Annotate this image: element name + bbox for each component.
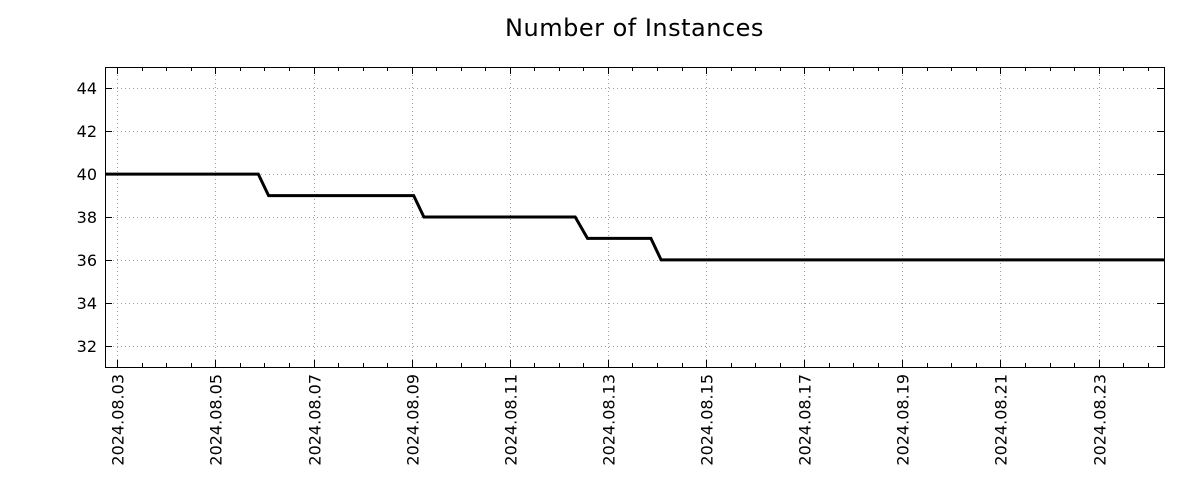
y-axis-labels: 32 34 36 38 40 42 44 [77, 79, 97, 356]
x-tick-label: 2024.08.19 [894, 374, 913, 466]
x-tick-label: 2024.08.03 [109, 374, 128, 466]
x-tick-label: 2024.08.15 [698, 374, 717, 466]
chart-title: Number of Instances [505, 14, 764, 42]
series-line-instances [105, 172, 1164, 262]
y-tick-label: 36 [77, 251, 97, 270]
y-tick-label: 32 [77, 337, 97, 356]
plot-frame [105, 67, 1165, 368]
x-tick-label: 2024.08.09 [404, 374, 423, 466]
x-tick-label: 2024.08.21 [992, 374, 1011, 466]
x-tick-label: 2024.08.17 [796, 374, 815, 466]
grid-lines [105, 67, 1164, 367]
y-tick-label: 42 [77, 122, 97, 141]
plot-border [105, 67, 1165, 368]
y-tick-label: 40 [77, 165, 97, 184]
x-tick-label: 2024.08.23 [1091, 374, 1110, 466]
y-tick-label: 34 [77, 294, 97, 313]
y-tick-label: 44 [77, 79, 97, 98]
x-tick-label: 2024.08.13 [600, 374, 619, 466]
y-tick-label: 38 [77, 208, 97, 227]
x-tick-label: 2024.08.11 [502, 374, 521, 466]
x-tick-label: 2024.08.07 [306, 374, 325, 466]
series-lines [105, 172, 1164, 262]
x-axis-labels: 2024.08.03 2024.08.05 2024.08.07 2024.08.09… [109, 374, 1110, 466]
x-tick-label: 2024.08.05 [207, 374, 226, 466]
